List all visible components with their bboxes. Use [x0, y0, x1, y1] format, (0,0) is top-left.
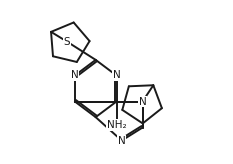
Text: N: N: [113, 71, 120, 81]
Text: S: S: [64, 37, 70, 47]
Text: N: N: [139, 97, 146, 107]
Text: N: N: [71, 71, 79, 81]
Text: NH₂: NH₂: [107, 120, 126, 130]
Text: N: N: [118, 136, 126, 146]
